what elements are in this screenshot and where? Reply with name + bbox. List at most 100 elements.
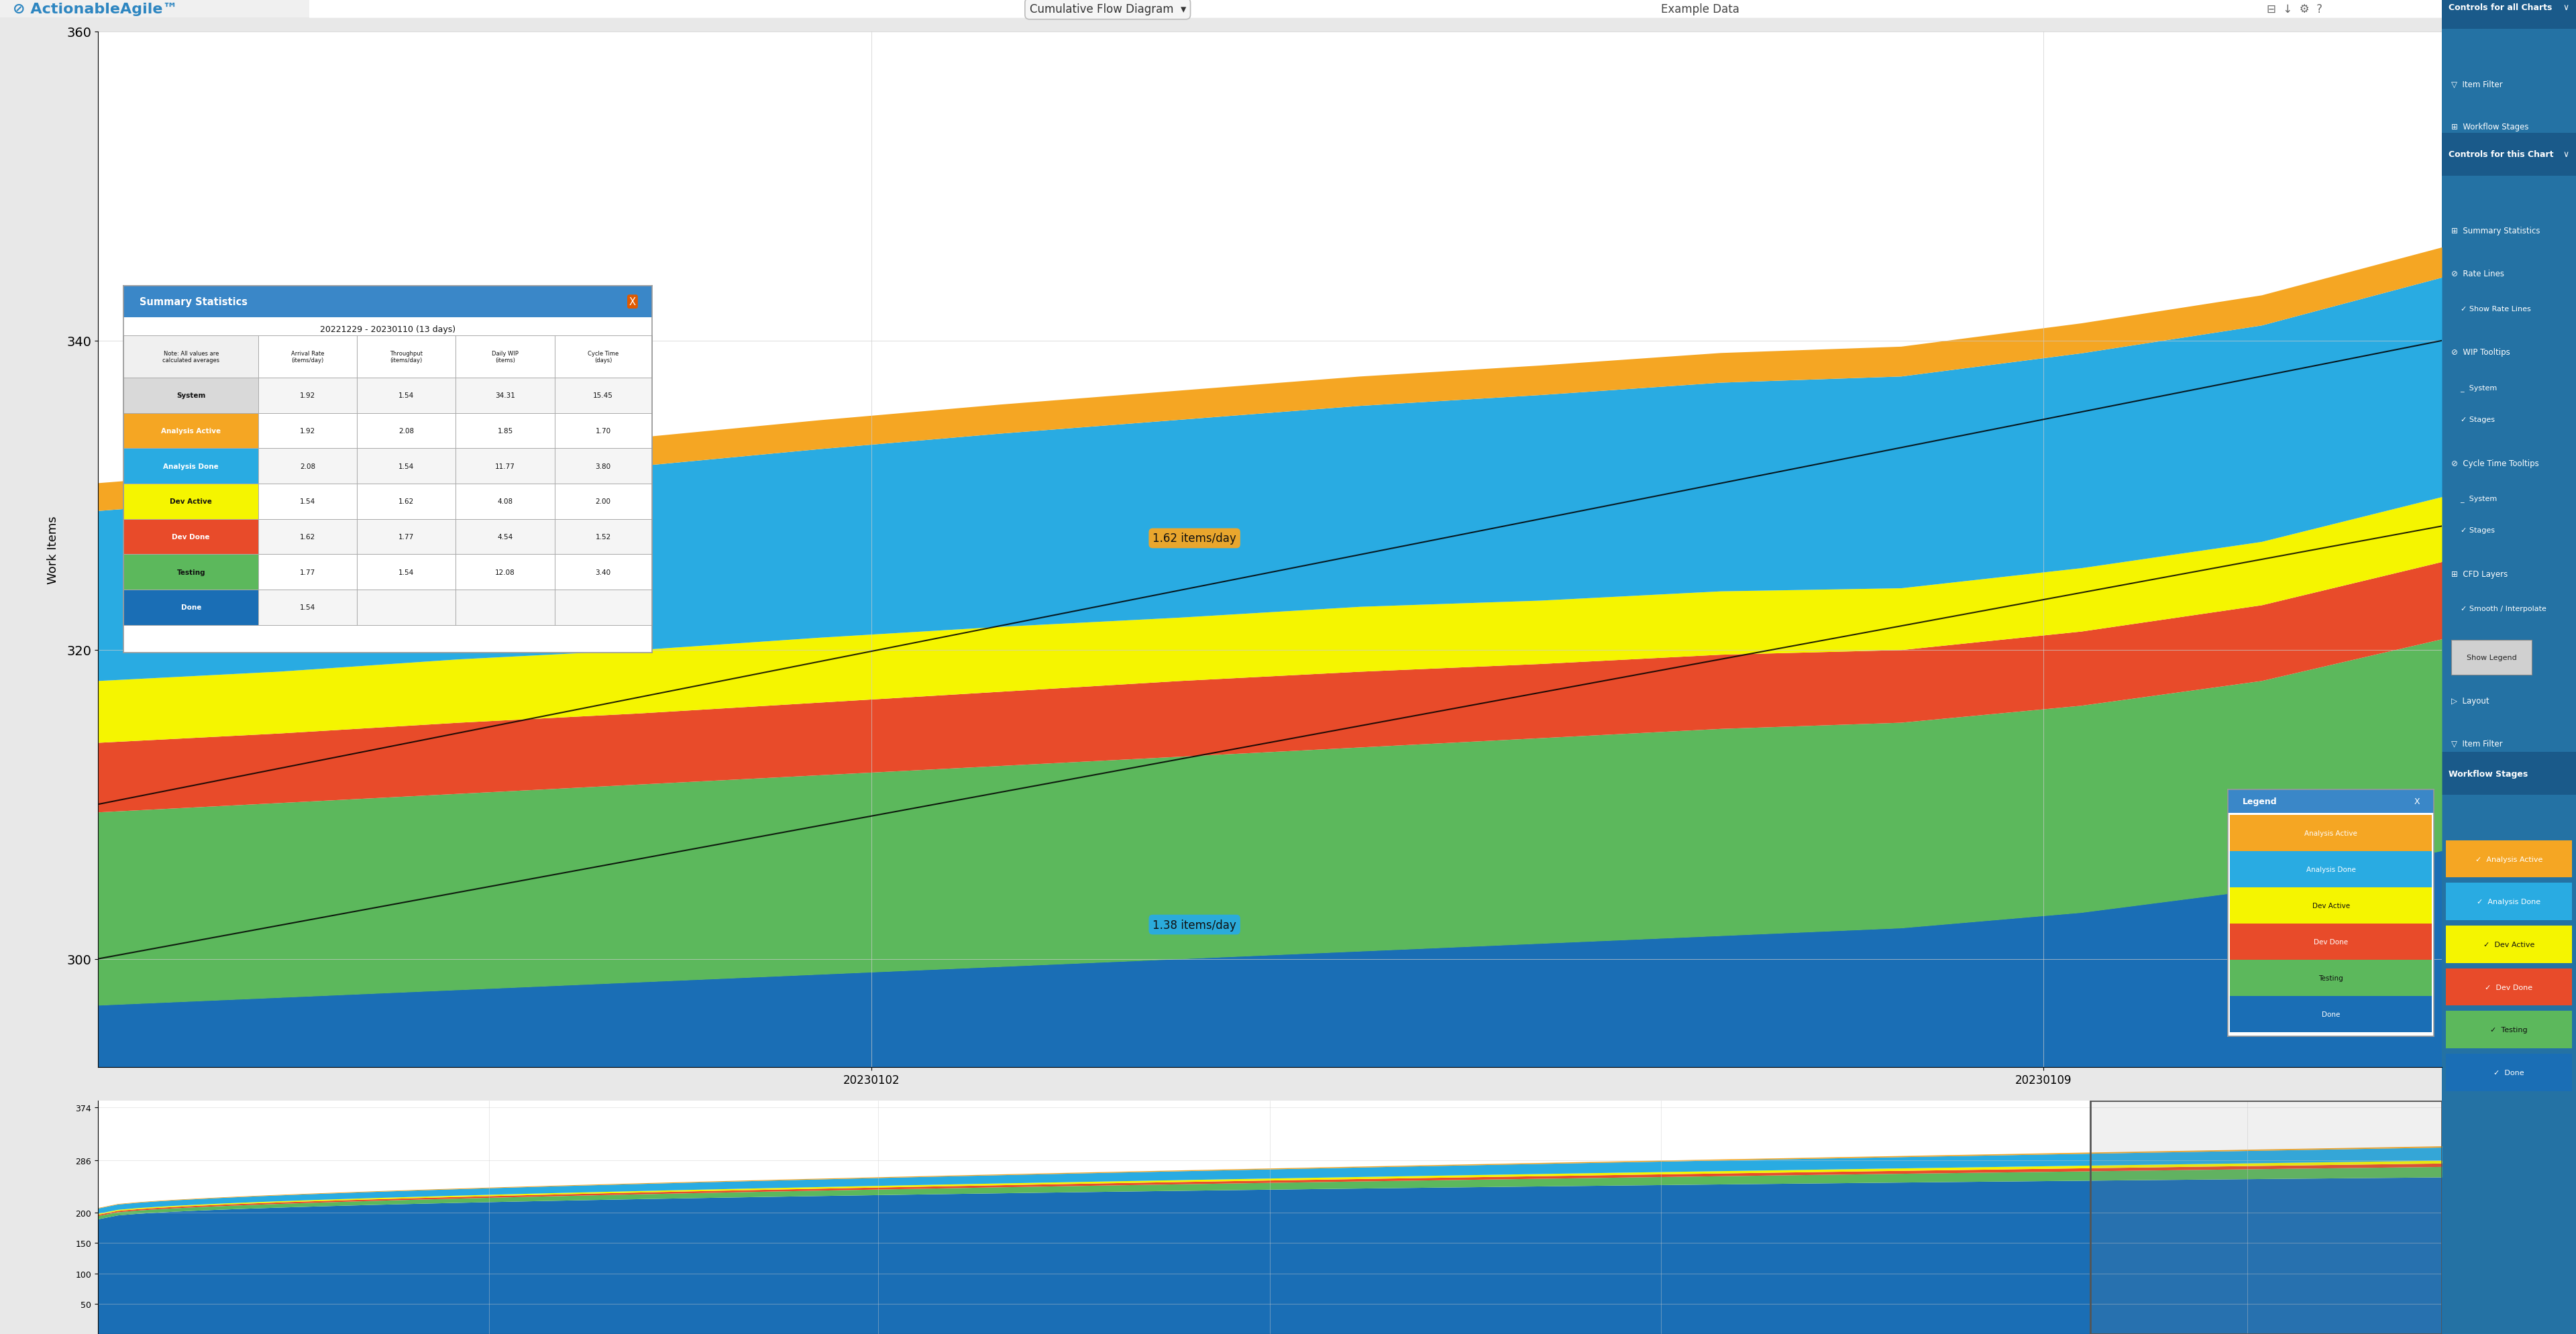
Text: ✓ Stages: ✓ Stages bbox=[2452, 527, 2494, 534]
Text: ▽  Item Filter: ▽ Item Filter bbox=[2452, 739, 2504, 748]
Bar bbox=[124, 555, 258, 590]
Bar bbox=[2231, 887, 2432, 924]
Bar bbox=[456, 448, 554, 484]
Text: 2.08: 2.08 bbox=[399, 428, 415, 435]
Text: Analysis Done: Analysis Done bbox=[2306, 866, 2357, 872]
Bar bbox=[124, 519, 258, 555]
Bar bbox=[554, 336, 652, 378]
Text: Daily WIP
(items): Daily WIP (items) bbox=[492, 351, 518, 363]
Text: 3.40: 3.40 bbox=[595, 568, 611, 575]
Text: ⊘  Cycle Time Tooltips: ⊘ Cycle Time Tooltips bbox=[2452, 459, 2540, 468]
Text: Dev Active: Dev Active bbox=[170, 499, 211, 506]
Bar bbox=[124, 414, 258, 448]
Text: 1.54: 1.54 bbox=[299, 604, 314, 611]
Bar bbox=[554, 414, 652, 448]
Bar bbox=[554, 555, 652, 590]
Text: 2.08: 2.08 bbox=[299, 463, 314, 470]
Text: Dev Done: Dev Done bbox=[173, 534, 209, 540]
Bar bbox=[2442, 0, 2576, 29]
Text: ⊟  ↓  ⚙  ?: ⊟ ↓ ⚙ ? bbox=[2267, 4, 2324, 16]
Text: ⊞  Workflow Stages: ⊞ Workflow Stages bbox=[2452, 123, 2530, 132]
Text: Cycle Time
(days): Cycle Time (days) bbox=[587, 351, 618, 363]
Bar bbox=[554, 590, 652, 626]
Bar bbox=[554, 378, 652, 414]
Bar bbox=[2445, 1011, 2571, 1049]
Text: ✓ Stages: ✓ Stages bbox=[2452, 416, 2494, 423]
Text: Summary Statistics: Summary Statistics bbox=[139, 297, 247, 307]
Bar bbox=[124, 448, 258, 484]
Text: 1.38 items/day: 1.38 items/day bbox=[1151, 919, 1236, 931]
Text: Example Data: Example Data bbox=[1662, 4, 1739, 16]
Bar bbox=[2228, 790, 2434, 812]
Text: 3.80: 3.80 bbox=[595, 463, 611, 470]
Text: 1.70: 1.70 bbox=[595, 428, 611, 435]
Bar bbox=[554, 519, 652, 555]
Bar bbox=[358, 378, 456, 414]
Bar bbox=[2089, 1101, 2442, 1334]
Text: Testing: Testing bbox=[2318, 975, 2344, 982]
Text: 12.08: 12.08 bbox=[495, 568, 515, 575]
Text: 1.77: 1.77 bbox=[399, 534, 415, 540]
Text: 1.62: 1.62 bbox=[299, 534, 314, 540]
Text: Done: Done bbox=[2321, 1011, 2339, 1018]
Bar bbox=[2445, 1054, 2571, 1091]
Text: 1.85: 1.85 bbox=[497, 428, 513, 435]
Bar bbox=[456, 336, 554, 378]
Bar bbox=[258, 336, 358, 378]
Text: 4.54: 4.54 bbox=[497, 534, 513, 540]
Text: ⊘  Rate Lines: ⊘ Rate Lines bbox=[2452, 269, 2504, 279]
Text: ▽  Item Filter: ▽ Item Filter bbox=[2452, 80, 2504, 89]
Text: Analysis Done: Analysis Done bbox=[162, 463, 219, 470]
Text: Analysis Active: Analysis Active bbox=[162, 428, 222, 435]
Text: Analysis Active: Analysis Active bbox=[2306, 830, 2357, 836]
Bar bbox=[358, 555, 456, 590]
Bar bbox=[2231, 960, 2432, 996]
Text: ⊞  Summary Statistics: ⊞ Summary Statistics bbox=[2452, 227, 2540, 236]
Text: Show Legend: Show Legend bbox=[2465, 654, 2517, 662]
Text: 1.54: 1.54 bbox=[399, 392, 415, 399]
Text: ✓  Done: ✓ Done bbox=[2494, 1069, 2524, 1077]
Text: 1.92: 1.92 bbox=[299, 428, 314, 435]
Text: ✓  Analysis Done: ✓ Analysis Done bbox=[2478, 898, 2540, 906]
Text: X: X bbox=[2414, 796, 2419, 806]
Text: ✓ Show Rate Lines: ✓ Show Rate Lines bbox=[2452, 305, 2530, 312]
Bar bbox=[258, 519, 358, 555]
Text: 1.54: 1.54 bbox=[299, 499, 314, 506]
Bar bbox=[358, 519, 456, 555]
Text: ⊞  CFD Layers: ⊞ CFD Layers bbox=[2452, 570, 2509, 579]
Bar bbox=[258, 448, 358, 484]
Bar bbox=[124, 590, 258, 626]
Text: 1.92: 1.92 bbox=[299, 392, 314, 399]
Text: 1.62 items/day: 1.62 items/day bbox=[1151, 532, 1236, 544]
Text: Cumulative Flow Diagram  ▾: Cumulative Flow Diagram ▾ bbox=[1030, 4, 1185, 16]
Bar bbox=[2231, 924, 2432, 960]
Bar bbox=[456, 555, 554, 590]
Bar bbox=[456, 378, 554, 414]
Text: Done: Done bbox=[180, 604, 201, 611]
Bar bbox=[554, 448, 652, 484]
Text: _  System: _ System bbox=[2452, 495, 2496, 502]
Text: 2.00: 2.00 bbox=[595, 499, 611, 506]
Text: ✓  Testing: ✓ Testing bbox=[2491, 1026, 2527, 1034]
Bar bbox=[258, 555, 358, 590]
Bar bbox=[456, 414, 554, 448]
Text: Controls for all Charts: Controls for all Charts bbox=[2450, 4, 2553, 12]
Text: Workflow Stages: Workflow Stages bbox=[2450, 770, 2527, 778]
Text: ✓ Smooth / Interpolate: ✓ Smooth / Interpolate bbox=[2452, 606, 2548, 612]
Text: ▷  Layout: ▷ Layout bbox=[2452, 696, 2488, 706]
Bar bbox=[456, 484, 554, 519]
Y-axis label: Work Items: Work Items bbox=[46, 516, 59, 584]
Text: Dev Done: Dev Done bbox=[2313, 939, 2349, 946]
Text: Throughput
(items/day): Throughput (items/day) bbox=[389, 351, 422, 363]
Bar bbox=[124, 336, 258, 378]
Text: 1.54: 1.54 bbox=[399, 568, 415, 575]
Text: ⊘  WIP Tooltips: ⊘ WIP Tooltips bbox=[2452, 348, 2509, 358]
Text: Controls for this Chart: Controls for this Chart bbox=[2450, 151, 2553, 159]
Bar bbox=[258, 414, 358, 448]
Bar bbox=[2445, 968, 2571, 1006]
Bar bbox=[358, 590, 456, 626]
Bar bbox=[358, 414, 456, 448]
Bar bbox=[2445, 926, 2571, 963]
Bar bbox=[456, 590, 554, 626]
Bar bbox=[2445, 883, 2571, 920]
